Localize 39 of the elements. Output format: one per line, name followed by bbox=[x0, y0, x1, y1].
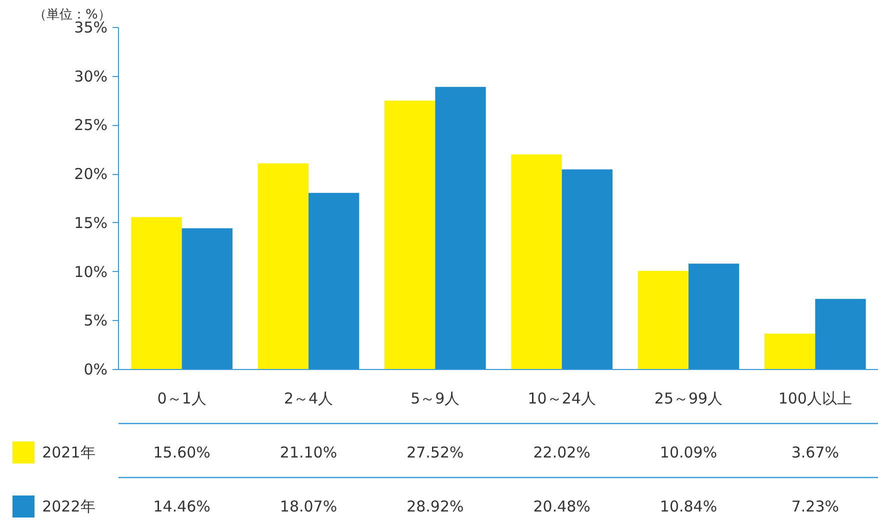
bar bbox=[258, 163, 308, 370]
data-label: 7.23% bbox=[791, 498, 839, 516]
bar bbox=[435, 86, 486, 370]
bar bbox=[815, 298, 866, 370]
bar bbox=[562, 169, 612, 370]
bar bbox=[384, 100, 436, 370]
x-tick-label: 25～99人 bbox=[654, 390, 723, 408]
data-label: 20.48% bbox=[533, 498, 590, 516]
legend-label: 2022年 bbox=[42, 498, 96, 516]
data-label: 10.84% bbox=[660, 498, 718, 516]
y-tick-label: 5% bbox=[84, 312, 108, 330]
x-tick-label: 2～4人 bbox=[284, 390, 334, 408]
data-label: 10.09% bbox=[660, 444, 718, 462]
y-tick-label: 30% bbox=[74, 67, 108, 86]
y-tick-label: 0% bbox=[84, 360, 108, 378]
data-label: 15.60% bbox=[153, 444, 210, 462]
bar bbox=[511, 154, 562, 370]
x-tick-label: 100人以上 bbox=[778, 390, 852, 408]
y-tick-label: 15% bbox=[74, 214, 108, 232]
data-label: 28.92% bbox=[406, 498, 464, 516]
x-tick-label: 0～1人 bbox=[157, 390, 206, 408]
y-tick-label: 25% bbox=[74, 116, 108, 134]
legend-label: 2021年 bbox=[42, 444, 96, 462]
x-tick-label: 5～9人 bbox=[410, 390, 460, 408]
y-tick-label: 10% bbox=[74, 262, 108, 281]
bar bbox=[131, 217, 182, 370]
bar bbox=[308, 192, 360, 370]
data-label: 27.52% bbox=[406, 444, 464, 462]
bar bbox=[182, 228, 232, 370]
data-label: 18.07% bbox=[280, 498, 338, 516]
data-label: 14.46% bbox=[153, 498, 210, 516]
y-tick-label: 20% bbox=[74, 165, 108, 184]
data-label: 3.67% bbox=[791, 444, 839, 462]
data-label: 21.10% bbox=[280, 444, 338, 462]
bar bbox=[638, 270, 688, 370]
data-label: 22.02% bbox=[533, 444, 590, 462]
x-tick-label: 10～24人 bbox=[528, 390, 596, 408]
bar bbox=[688, 264, 740, 370]
bar bbox=[764, 334, 816, 370]
